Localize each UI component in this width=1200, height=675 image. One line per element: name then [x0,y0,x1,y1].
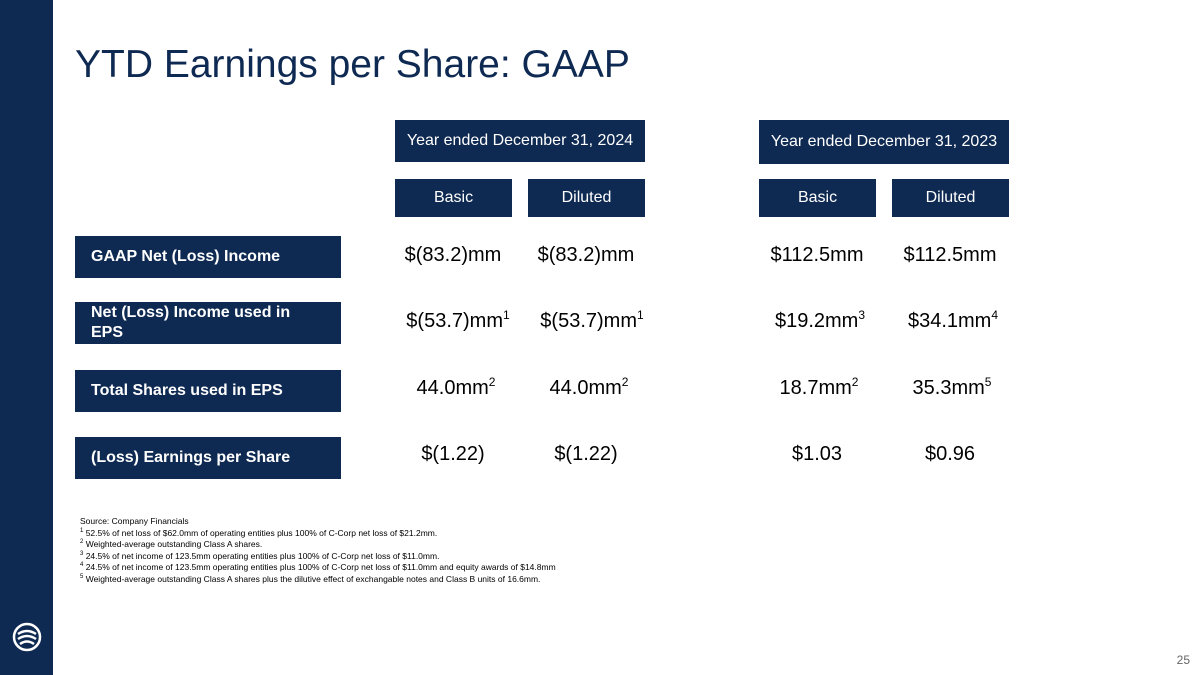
cell-value: $(1.22) [554,443,618,465]
footnote: 5 Weighted-average outstanding Class A s… [80,574,556,586]
cell-value: $112.5mm [770,244,864,266]
cell-value: $1.03 [791,443,843,465]
column-header-label: Basic [433,189,474,206]
company-logo-icon [12,622,42,652]
row-label-text: Total Shares used in EPS [91,382,283,399]
row-label-text: (Loss) Earnings per Share [91,449,291,466]
footnote-mark: 2 [80,539,84,545]
cell-value: $(53.7)mm [406,310,504,332]
row-label-text: GAAP Net (Loss) Income [91,248,281,265]
table-cell: $0.96 [925,442,975,466]
cell-value: $0.96 [924,443,976,465]
footnote-marker: 1 [503,308,510,322]
footnote-marker: 1 [637,308,644,322]
cell-value: $112.5mm [903,244,997,266]
table-cell: 18.7mm2 [779,375,859,400]
footnote: 1 52.5% of net loss of $62.0mm of operat… [80,528,556,540]
period-header-label: Year ended December 31, 2024 [406,132,634,149]
footnote-mark: 1 [80,527,84,534]
column-header-basic-2024: Basic [395,179,512,217]
column-header-label: Basic [797,189,838,206]
table-cell: $(83.2)mm [538,243,635,267]
footnote-mark: 5 [80,573,84,580]
footnote: 3 24.5% of net income of 123.5mm operati… [80,551,556,563]
cell-value: 44.0mm [549,377,622,399]
footnote-text: Weighted-average outstanding Class A sha… [83,539,263,549]
row-label-text: Net (Loss) Income used in EPS [91,304,291,341]
footnote-text: 24.5% of net income of 123.5mm operating… [83,562,556,572]
footnote-marker: 2 [851,375,859,389]
table-cell: $(53.7)mm1 [406,308,510,333]
footnote-mark: 3 [80,550,84,557]
footnote: 2 Weighted-average outstanding Class A s… [80,539,556,551]
table-cell: $19.2mm3 [774,308,866,333]
page-number: 25 [1176,653,1190,667]
footnote-marker: 2 [621,375,629,389]
table-cell: $(1.22) [421,442,484,466]
cell-value: 35.3mm [912,377,985,399]
cell-value: $(83.2)mm [404,244,502,266]
footnote-text: 24.5% of net income of 123.5mm operating… [83,550,440,561]
period-header-2024: Year ended December 31, 2024 [395,120,645,162]
footnote-marker: 2 [488,375,496,389]
row-label-earnings-per-share: (Loss) Earnings per Share [75,437,341,479]
table-cell: $34.1mm4 [907,308,999,333]
row-label-net-income-used-in-eps: Net (Loss) Income used in EPS [75,302,341,344]
footnote-marker: 5 [984,375,992,389]
table-cell: 44.0mm2 [549,375,629,400]
period-header-2023: Year ended December 31, 2023 [759,120,1009,164]
footnote-text: 52.5% of net loss of $62.0mm of operatin… [83,527,438,538]
table-cell: $(53.7)mm1 [540,308,644,333]
table-cell: $112.5mm [903,243,996,267]
column-header-label: Diluted [925,189,976,206]
footnote-marker: 4 [991,308,999,322]
source-note: Source: Company Financials [80,516,189,526]
cell-value: $(53.7)mm [540,310,638,332]
row-label-total-shares: Total Shares used in EPS [75,370,341,412]
footnote-text: Weighted-average outstanding Class A sha… [83,573,541,584]
table-cell: $112.5mm [770,243,863,267]
footnotes: Source: Company Financials 1 52.5% of ne… [80,516,556,585]
table-cell: $(83.2)mm [405,243,502,267]
cell-value: $19.2mm [774,310,859,332]
column-header-diluted-2023: Diluted [892,179,1009,217]
cell-value: 18.7mm [779,377,852,399]
table-cell: $(1.22) [554,442,617,466]
period-header-label: Year ended December 31, 2023 [770,133,998,150]
table-cell: 44.0mm2 [416,375,496,400]
cell-value: $(1.22) [421,443,485,465]
column-header-diluted-2024: Diluted [528,179,645,217]
column-header-basic-2023: Basic [759,179,876,217]
footnote-mark: 4 [80,562,84,568]
sidebar-band [0,0,53,675]
row-label-gaap-net-income: GAAP Net (Loss) Income [75,236,341,278]
table-cell: $1.03 [792,442,842,466]
footnote-marker: 3 [858,308,866,322]
column-header-label: Diluted [561,189,612,206]
page-title: YTD Earnings per Share: GAAP [75,43,630,86]
cell-value: $(83.2)mm [537,244,635,266]
footnote: 4 24.5% of net income of 123.5mm operati… [80,562,556,574]
cell-value: $34.1mm [907,310,992,332]
cell-value: 44.0mm [416,377,489,399]
table-cell: 35.3mm5 [912,375,992,400]
